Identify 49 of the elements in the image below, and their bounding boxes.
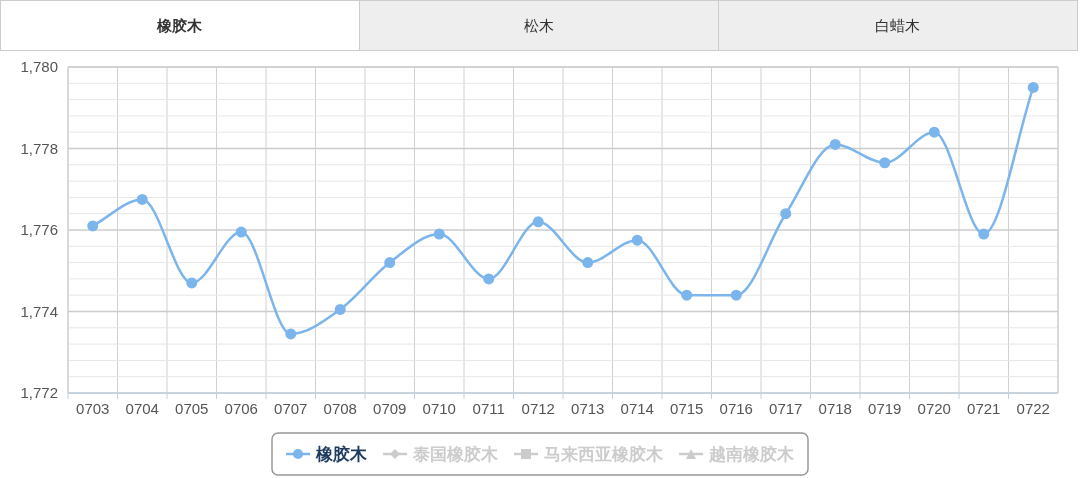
point (483, 273, 495, 285)
x-tick-label: 0707 (274, 400, 308, 417)
x-tick-label: 0713 (571, 400, 605, 417)
point (186, 277, 198, 289)
point (532, 216, 544, 228)
x-tick-label: 0716 (719, 400, 753, 417)
x-tick-label: 0710 (422, 400, 456, 417)
point (780, 208, 792, 220)
point (631, 234, 643, 246)
x-tick-label: 0721 (967, 400, 1001, 417)
y-tick-label: 1,772 (20, 384, 58, 401)
x-tick-label: 0719 (868, 400, 902, 417)
y-tick-label: 1,776 (20, 221, 58, 238)
x-tick-label: 0722 (1016, 400, 1050, 417)
y-tick-label: 1,778 (20, 139, 58, 157)
y-tick-label: 1,774 (20, 302, 58, 320)
tab: 橡胶木 (0, 0, 360, 51)
x-tick-label: 0715 (670, 400, 704, 417)
x-tick-label: 0706 (224, 400, 258, 417)
x-tick-label: 0711 (472, 400, 505, 417)
point (879, 157, 891, 169)
point (582, 257, 594, 269)
tab: 白蜡木 (718, 0, 1078, 51)
point (681, 289, 693, 301)
point (285, 328, 297, 340)
point (235, 226, 247, 238)
point (829, 138, 841, 150)
point (334, 303, 346, 315)
y-tick-label: 1,780 (20, 58, 58, 75)
x-tick-label: 0703 (76, 400, 110, 417)
x-tick-label: 0705 (175, 400, 209, 417)
x-tick-label: 0709 (373, 400, 407, 417)
point (136, 193, 148, 205)
point (433, 228, 445, 240)
x-tick-label: 0712 (521, 400, 555, 417)
legend-label: 橡胶木 (315, 445, 368, 464)
point (384, 257, 396, 269)
point (730, 289, 742, 301)
point (928, 126, 940, 138)
tab: 松木 (359, 0, 719, 51)
point (87, 220, 99, 232)
point (1027, 81, 1039, 93)
x-tick-label: 0718 (818, 400, 852, 417)
x-tick-label: 0714 (620, 400, 654, 417)
x-tick-label: 0704 (125, 400, 159, 417)
x-tick-label: 0708 (323, 400, 357, 417)
x-tick-label: 0720 (917, 400, 951, 417)
x-tick-label: 0717 (769, 400, 803, 417)
point (978, 228, 990, 240)
